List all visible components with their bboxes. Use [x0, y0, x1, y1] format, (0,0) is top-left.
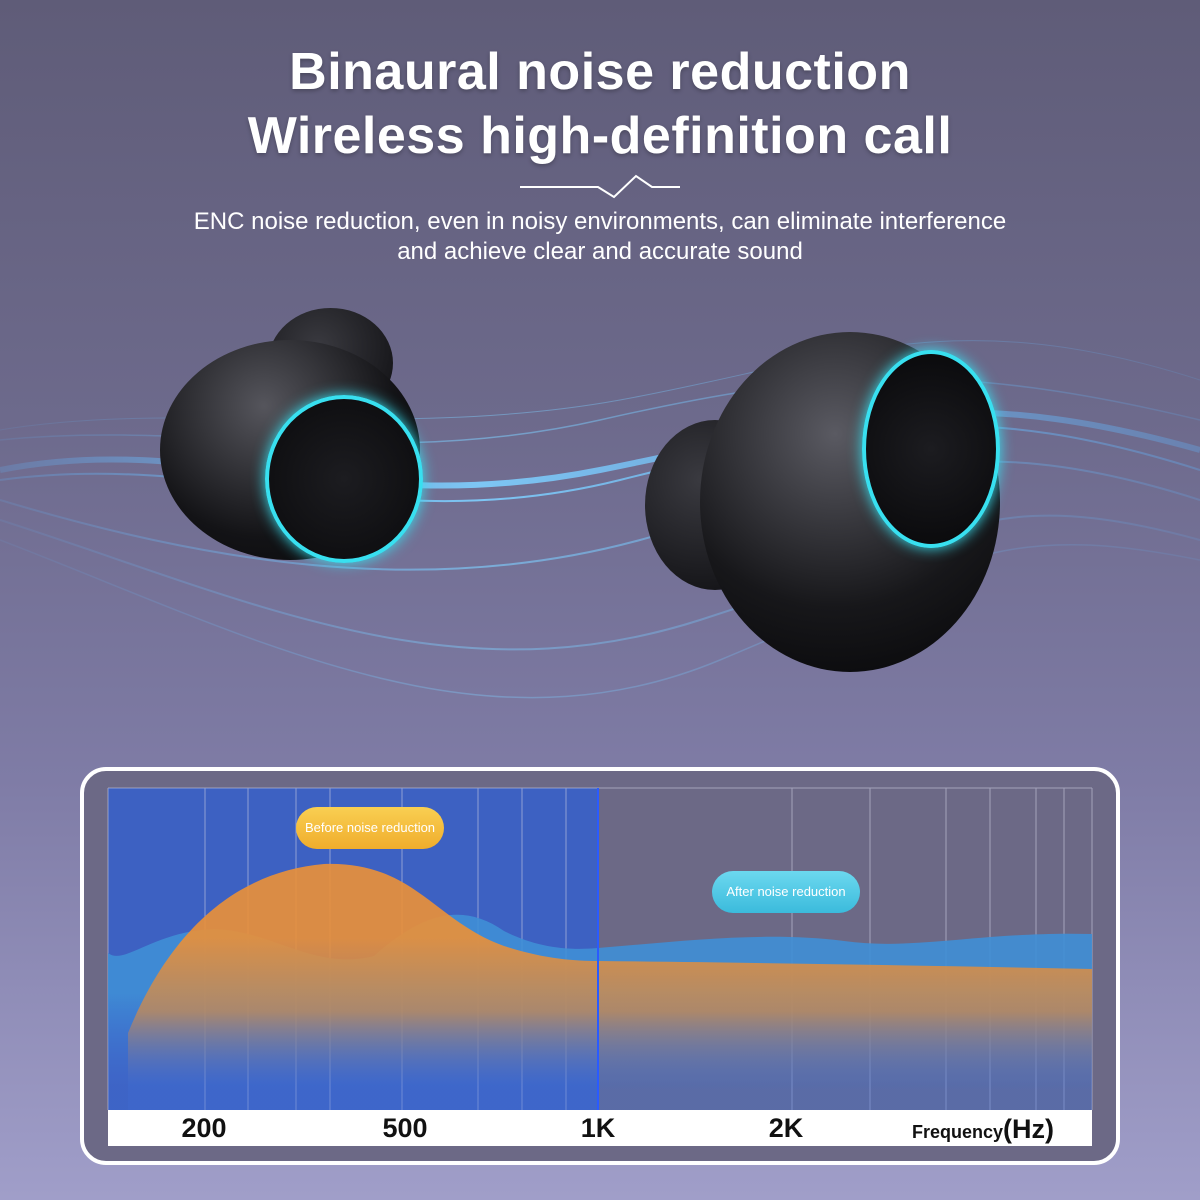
- title-line-1: Binaural noise reduction: [289, 43, 911, 101]
- subtitle-line-2: and achieve clear and accurate sound: [397, 238, 803, 265]
- frequency-axis: 200 500 1K 2K Frequency(Hz): [108, 1110, 1092, 1146]
- tick-1k: 1K: [580, 1113, 616, 1143]
- tick-200: 200: [181, 1113, 227, 1143]
- left-earbud-ring: [265, 395, 423, 563]
- subtitle-line-1: ENC noise reduction, even in noisy envir…: [193, 208, 1007, 235]
- title-line-2: Wireless high-definition call: [247, 107, 953, 165]
- before-noise-area: [128, 863, 1092, 1110]
- frequency-chart: Before noise reduction After noise reduc…: [80, 767, 1120, 1165]
- tick-2k: 2K: [768, 1113, 804, 1143]
- before-noise-reduction-label: Before noise reduction: [296, 807, 444, 849]
- axis-unit: (Hz): [1003, 1114, 1054, 1144]
- wave-divider-icon: [520, 174, 680, 199]
- right-earbud-ring: [862, 350, 1000, 548]
- axis-label-text: Frequency: [911, 1122, 1004, 1142]
- axis-label: Frequency(Hz): [912, 1114, 1054, 1145]
- tick-500: 500: [382, 1113, 428, 1143]
- after-noise-reduction-label: After noise reduction: [712, 871, 860, 913]
